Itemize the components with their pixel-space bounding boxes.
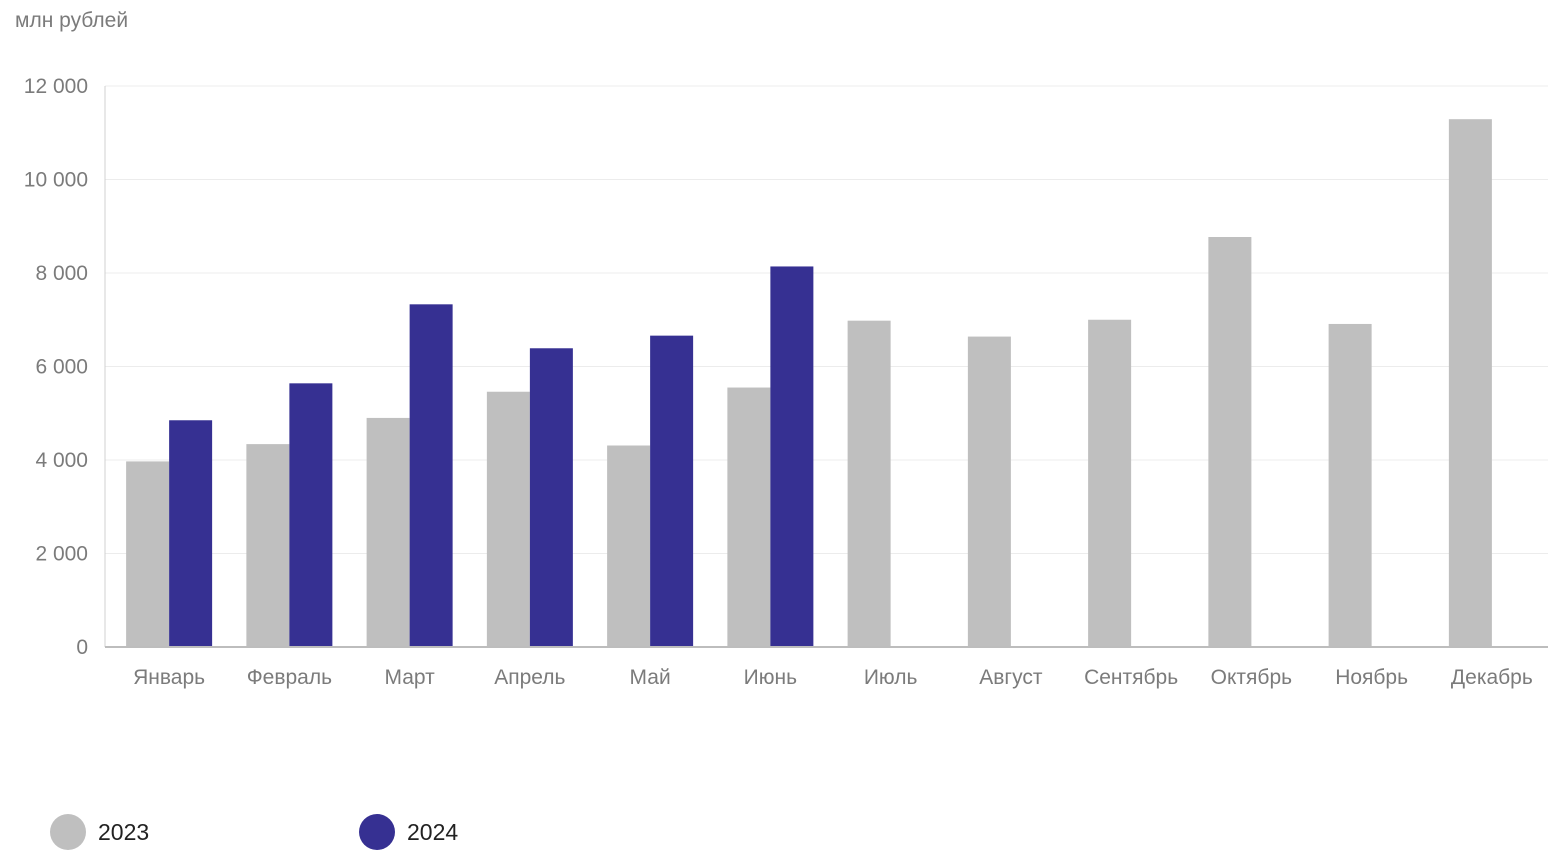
x-tick-label: Март [385, 666, 436, 689]
bar-2023-Октябрь[interactable] [1208, 237, 1252, 647]
y-tick-label: 0 [76, 636, 88, 659]
y-axis-ticks: 0 2 000 4 000 6 000 8 000 10 000 12 000 [24, 75, 88, 659]
bar-2024-Февраль[interactable] [289, 383, 333, 647]
bars [126, 119, 1492, 647]
y-tick-label: 2 000 [35, 543, 88, 566]
x-axis-ticks: Январь Февраль Март Апрель Май Июнь Июль Август… [133, 666, 1533, 689]
x-tick-label: Июнь [744, 666, 797, 689]
x-tick-label: Август [979, 666, 1043, 689]
legend-swatch-2023 [50, 814, 86, 850]
bar-2023-Июнь[interactable] [727, 387, 771, 647]
x-tick-label: Июль [864, 666, 918, 689]
legend: 2023 2024 [50, 814, 458, 850]
bar-2023-Август[interactable] [967, 336, 1011, 647]
gridlines [105, 85, 1548, 554]
y-axis-unit-label: млн рублей [15, 9, 128, 32]
legend-label-2024: 2024 [407, 818, 459, 845]
bar-2024-Апрель[interactable] [529, 348, 573, 647]
bar-2023-Июль[interactable] [847, 320, 891, 647]
y-tick-label: 10 000 [24, 169, 88, 192]
bar-2023-Март[interactable] [366, 417, 410, 647]
bar-2023-Май[interactable] [607, 445, 651, 647]
bar-2024-Май[interactable] [650, 335, 694, 647]
y-tick-label: 12 000 [24, 75, 88, 98]
legend-item-2023[interactable]: 2023 [50, 814, 359, 850]
legend-label-2023: 2023 [98, 818, 150, 845]
x-tick-label: Ноябрь [1335, 666, 1408, 689]
x-tick-label: Февраль [247, 666, 332, 689]
x-tick-label: Декабрь [1451, 666, 1533, 689]
bar-2024-Июнь[interactable] [770, 266, 814, 647]
x-tick-label: Октябрь [1211, 666, 1292, 689]
y-tick-label: 6 000 [35, 356, 88, 379]
bar-2023-Ноябрь[interactable] [1328, 323, 1372, 647]
x-tick-label: Май [630, 666, 671, 689]
legend-swatch-2024 [359, 814, 395, 850]
bar-2024-Март[interactable] [409, 304, 453, 647]
bar-2023-Сентябрь[interactable] [1088, 319, 1132, 647]
x-tick-label: Январь [133, 666, 205, 689]
legend-item-2024[interactable]: 2024 [359, 814, 458, 850]
x-tick-label: Сентябрь [1084, 666, 1178, 689]
y-tick-label: 8 000 [35, 262, 88, 285]
x-tick-label: Апрель [494, 666, 565, 689]
bar-2023-Февраль[interactable] [246, 444, 290, 647]
bar-2024-Январь[interactable] [169, 420, 213, 647]
bar-2023-Декабрь[interactable] [1448, 119, 1492, 647]
y-tick-label: 4 000 [35, 449, 88, 472]
bar-2023-Апрель[interactable] [486, 391, 530, 647]
bar-2023-Январь[interactable] [126, 461, 170, 647]
